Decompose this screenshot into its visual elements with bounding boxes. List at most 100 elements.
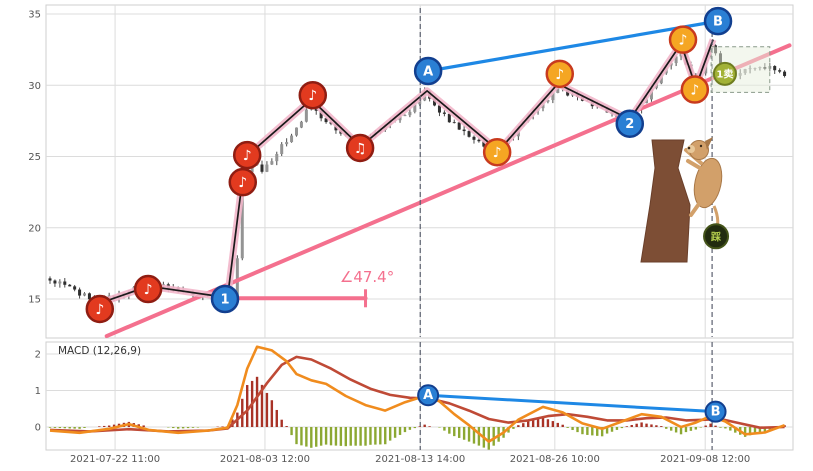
macd-histogram-bar (196, 427, 200, 428)
macd-histogram-bar (576, 427, 579, 433)
macd-histogram-bar (137, 424, 140, 427)
macd-histogram-bar (645, 423, 648, 427)
marker-circle[interactable] (298, 80, 328, 110)
macd-histogram-bar (556, 422, 559, 427)
marker-note-red[interactable] (232, 140, 262, 170)
marker-note-orange[interactable] (680, 75, 710, 104)
cliff-shape (640, 139, 691, 263)
marker-circle[interactable] (85, 294, 115, 324)
macd-histogram-bar (423, 424, 426, 427)
marker-circle[interactable] (680, 75, 710, 104)
marker-circle[interactable] (228, 167, 258, 197)
macd-histogram-bar (605, 427, 609, 434)
marker-glyph: B (711, 405, 721, 420)
macd-marker-B[interactable] (704, 400, 727, 423)
marker-B[interactable] (703, 6, 733, 36)
macd-histogram-bar (324, 427, 328, 445)
dog-front-leg (686, 159, 707, 173)
macd-histogram-bar (339, 427, 343, 446)
macd-histogram-bar (428, 426, 431, 427)
macd-histogram-bar (142, 425, 145, 427)
macd-histogram-bar (300, 427, 303, 446)
macd-ab-trendline[interactable] (426, 393, 718, 414)
price-tick-label: 30 (28, 81, 41, 92)
candle-body (240, 185, 244, 259)
marker-note-red[interactable] (85, 294, 115, 324)
macd-histogram-bar (665, 427, 668, 429)
macd-histogram-bar (53, 427, 57, 428)
marker-note-red[interactable] (298, 80, 328, 110)
step-stamp-badge[interactable] (703, 223, 730, 250)
macd-histogram-bar (58, 427, 62, 429)
marker-glyph: 2 (625, 117, 634, 132)
marker-circle[interactable] (668, 25, 698, 54)
marker-2[interactable] (615, 109, 645, 138)
sell-badge-circle[interactable] (712, 61, 737, 86)
marker-1[interactable] (210, 284, 240, 314)
marker-circle[interactable] (210, 284, 240, 314)
marker-glyph: ♪ (690, 83, 699, 99)
sell-signal-badge[interactable] (712, 61, 737, 86)
dog-ear (705, 137, 713, 150)
time-tick-label: 2021-08-03 12:00 (220, 454, 310, 465)
macd-histogram-bar (438, 427, 441, 428)
macd-histogram-bar (310, 427, 313, 448)
macd-marker-A[interactable] (417, 384, 440, 407)
macd-histogram-bar (640, 422, 643, 427)
marker-note-red[interactable] (133, 274, 163, 304)
macd-histogram-bar (384, 427, 387, 445)
macd-histogram-bar (734, 427, 737, 433)
marker-note-red[interactable] (345, 133, 375, 163)
macd-histogram-bar (674, 427, 678, 433)
marker-note-orange[interactable] (482, 137, 512, 167)
macd-histogram-bar (48, 427, 52, 428)
candle-body (437, 105, 441, 113)
candle-body (324, 118, 328, 123)
marker-note-red[interactable] (228, 167, 258, 197)
marker-A[interactable] (413, 56, 443, 86)
time-tick-label: 2021-08-13 14:00 (375, 454, 465, 465)
marker-circle[interactable] (704, 400, 727, 423)
marker-circle[interactable] (345, 133, 375, 163)
macd-histogram-bar (221, 426, 224, 427)
macd-histogram-bar (551, 421, 555, 427)
macd-histogram-bar (714, 425, 717, 427)
ab-trendline[interactable] (426, 19, 720, 73)
macd-histogram-bar (571, 427, 574, 431)
marker-circle[interactable] (482, 137, 512, 167)
marker-note-orange[interactable] (668, 25, 698, 54)
candle-body (295, 127, 298, 136)
candle-body (265, 164, 269, 172)
macd-histogram-bar (285, 426, 288, 427)
marker-note-orange[interactable] (545, 59, 575, 89)
marker-glyph: ♪ (95, 302, 104, 318)
macd-histogram-bar (354, 427, 357, 446)
marker-circle[interactable] (133, 274, 163, 304)
price-tick-label: 35 (28, 10, 41, 21)
candle-body (418, 100, 422, 105)
candle-body (285, 142, 289, 145)
marker-circle[interactable] (615, 109, 645, 138)
marker-circle[interactable] (417, 384, 440, 407)
candle-body (649, 88, 653, 100)
macd-histogram-bar (758, 427, 762, 433)
macd-tick-label: 0 (35, 423, 41, 434)
marker-circle[interactable] (703, 6, 733, 36)
wave-line[interactable] (99, 39, 714, 305)
macd-histogram-bar (63, 427, 66, 429)
macd-tick-label: 1 (35, 386, 41, 397)
macd-histogram-bar (467, 427, 471, 442)
marker-glyph: ♪ (555, 67, 564, 83)
marker-glyph: ♪ (238, 175, 247, 191)
stamp-circle[interactable] (703, 223, 730, 250)
macd-histogram-bar (275, 409, 278, 427)
marker-glyph: B (713, 15, 723, 30)
marker-circle[interactable] (413, 56, 443, 86)
candle-body (319, 110, 323, 119)
time-tick-label: 2021-07-22 11:00 (70, 454, 160, 465)
marker-circle[interactable] (545, 59, 575, 89)
candle-body (442, 112, 446, 114)
candle-body (645, 99, 649, 104)
marker-circle[interactable] (232, 140, 262, 170)
